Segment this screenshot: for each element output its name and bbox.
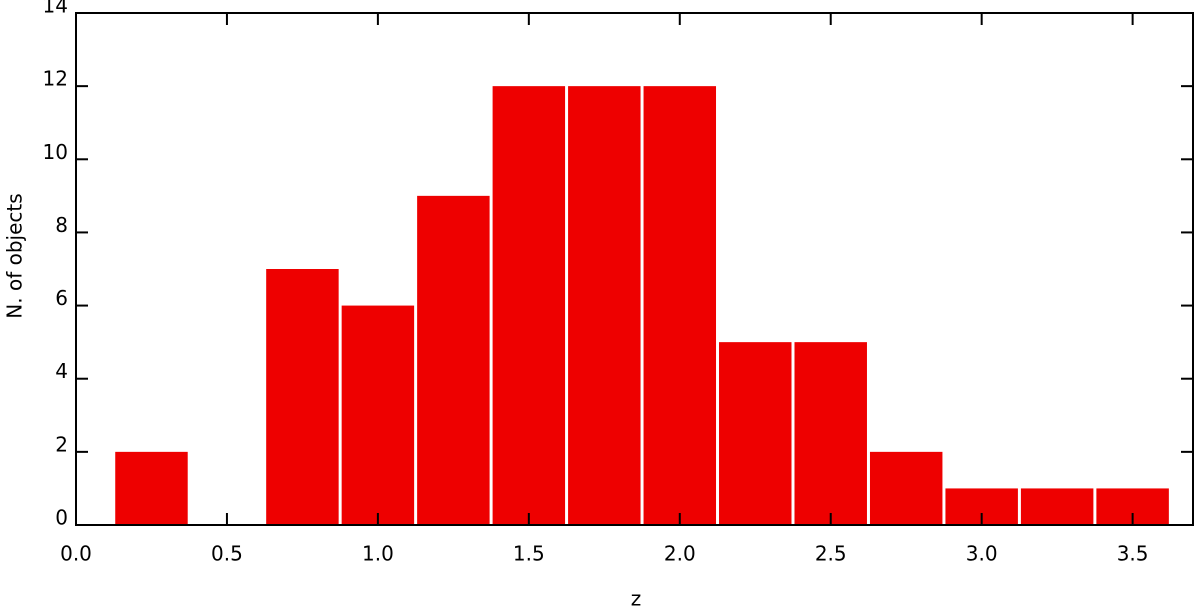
x-tick-label: 0.0 — [60, 542, 92, 566]
x-tick-label: 2.5 — [815, 542, 847, 566]
y-tick-label: 8 — [55, 213, 68, 237]
bar — [341, 305, 415, 525]
x-tick-label: 3.5 — [1117, 542, 1149, 566]
y-tick-label: 0 — [55, 506, 68, 530]
x-tick-label: 0.5 — [211, 542, 243, 566]
x-tick-label: 1.0 — [362, 542, 394, 566]
y-axis-label: N. of objects — [3, 193, 27, 318]
x-tick-label: 3.0 — [966, 542, 998, 566]
bar — [869, 451, 943, 525]
bar — [1020, 488, 1094, 525]
y-tick-label: 12 — [43, 67, 68, 91]
bar — [568, 86, 641, 526]
y-tick-label: 4 — [55, 359, 68, 383]
bar — [266, 269, 339, 525]
y-tick-label: 14 — [43, 0, 68, 18]
bar — [492, 86, 566, 526]
bar — [794, 342, 867, 525]
bar — [417, 195, 490, 525]
y-tick-label: 6 — [55, 286, 68, 310]
x-axis-label: z — [631, 587, 642, 611]
bar — [115, 451, 188, 525]
plot-frame — [75, 12, 1194, 526]
y-tick-label: 2 — [55, 432, 68, 456]
x-tick-label: 2.0 — [664, 542, 696, 566]
x-tick-label: 1.5 — [513, 542, 545, 566]
bar — [719, 342, 792, 525]
bar — [643, 86, 717, 526]
y-tick-label: 10 — [43, 140, 68, 164]
